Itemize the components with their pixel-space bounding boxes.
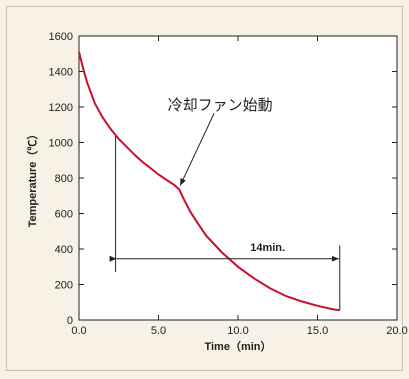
x-tick-label: 0.0 — [71, 325, 86, 337]
panel-border — [6, 6, 403, 371]
x-axis-title: Time（min） — [204, 340, 271, 353]
y-tick-label: 200 — [55, 280, 73, 292]
y-axis-title: Temperature（℃） — [26, 129, 39, 228]
duration-label: 14min. — [250, 242, 285, 254]
x-tick-label: 15.0 — [307, 325, 328, 337]
fan-start-annotation: 冷却ファン始動 — [168, 96, 273, 114]
y-tick-label: 800 — [55, 173, 73, 185]
y-axis-ticks: 0 200 400 600 800 1000 1200 1400 1600 — [49, 31, 397, 327]
temperature-curve — [78, 51, 340, 312]
y-tick-label: 600 — [55, 209, 73, 221]
y-tick-label: 1000 — [49, 138, 73, 150]
x-tick-label: 20.0 — [386, 325, 407, 337]
x-axis-ticks: 0.0 5.0 10.0 15.0 20.0 — [71, 36, 408, 337]
fan-start-arrow — [179, 112, 215, 186]
y-tick-label: 1400 — [49, 67, 73, 79]
x-tick-label: 10.0 — [227, 325, 248, 337]
guide-lines — [115, 134, 341, 311]
y-tick-label: 1600 — [49, 31, 73, 43]
y-tick-label: 0 — [67, 315, 73, 327]
plot-area — [78, 35, 398, 321]
y-tick-label: 1200 — [49, 102, 73, 114]
y-tick-label: 400 — [55, 244, 73, 256]
x-tick-label: 5.0 — [151, 325, 166, 337]
